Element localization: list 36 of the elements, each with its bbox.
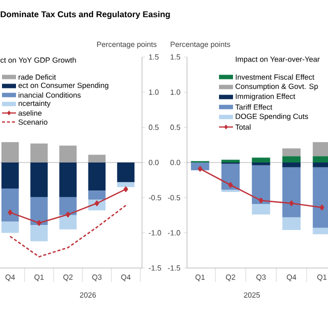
bar [282,167,301,218]
bar [252,165,270,204]
point [198,166,202,172]
bar [221,160,240,162]
bar [59,196,77,216]
point [36,220,42,226]
point [289,200,294,206]
chart-title: Dominate Tax Cuts and Regulatory Easing [0,11,170,19]
bar [1,162,19,189]
bar [221,164,240,190]
line-series [9,204,126,258]
point [124,186,128,192]
bar [252,158,270,162]
bar [282,156,301,162]
bar [221,190,240,192]
bar [88,162,106,191]
point [94,200,100,206]
bar [117,162,134,182]
bar [59,215,77,230]
bar [252,204,270,215]
bar [30,162,48,197]
bar [1,188,19,222]
bar [30,225,48,242]
point [66,212,70,218]
bar [282,162,301,168]
point [8,210,12,216]
bar [282,217,301,230]
bar [59,162,77,197]
bar [117,182,134,188]
bar [30,196,48,226]
point [258,198,264,204]
bar [88,190,106,200]
bar [1,222,19,233]
bar [252,162,270,166]
point [228,182,233,188]
point [320,204,324,210]
